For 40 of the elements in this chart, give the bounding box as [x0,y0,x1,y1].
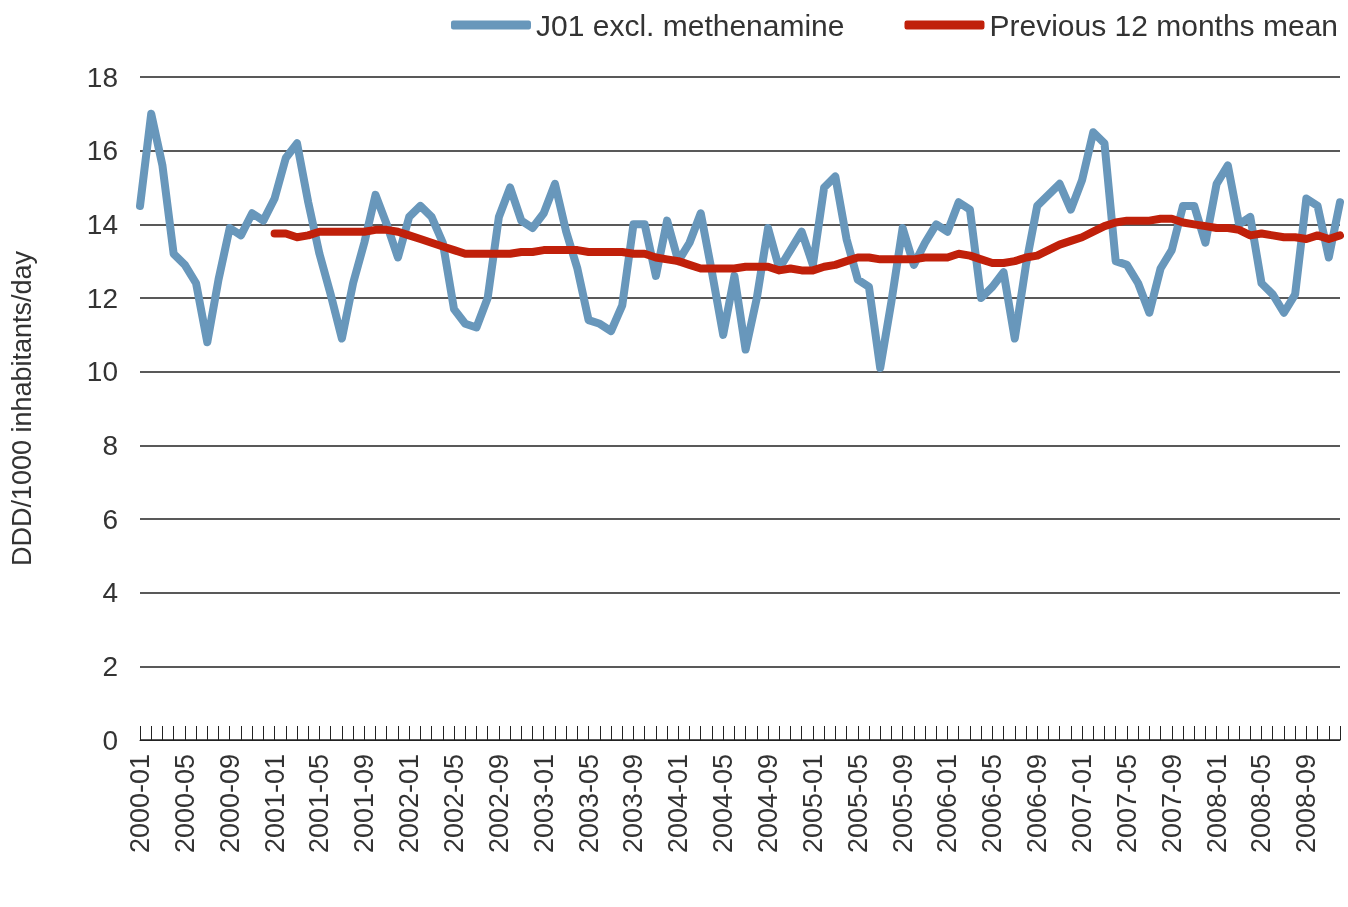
y-tick-label: 6 [102,503,118,535]
x-tick-label: 2002-01 [394,754,425,854]
x-tick-label: 2004-05 [708,754,739,854]
x-tick-label: 2001-01 [259,754,290,854]
x-tick-label: 2003-09 [618,754,649,854]
y-tick-label: 2 [102,650,118,682]
x-tick-label: 2005-01 [797,754,828,854]
x-tick-label: 2004-01 [663,754,694,854]
x-tick-label: 2006-05 [977,754,1008,854]
x-tick-label: 2000-05 [169,754,200,854]
y-tick-label: 10 [86,356,118,388]
x-tick-label: 2006-09 [1022,754,1053,854]
x-tick-label: 2000-01 [125,754,155,854]
x-tick-label: 2001-09 [349,754,380,854]
x-tick-label: 2007-05 [1111,754,1142,854]
y-axis-title: DDD/1000 inhabitants/day [6,250,37,567]
legend-label: Previous 12 months mean [989,8,1338,42]
x-tick-label: 2002-05 [439,754,470,854]
x-tick-label: 2002-09 [483,754,514,854]
x-tick-label: 2003-05 [573,754,604,854]
x-tick-label: 2001-05 [304,754,335,854]
x-tick-label: 2007-09 [1156,754,1187,854]
x-tick-label: 2007-01 [1067,754,1098,854]
x-tick-label: 2008-01 [1201,754,1232,854]
y-tick-label: 8 [102,429,118,461]
y-tick-label: 0 [102,724,118,756]
x-tick-label: 2008-09 [1291,754,1322,854]
y-tick-label: 12 [86,282,118,314]
x-tick-label: 2005-09 [887,754,918,854]
y-tick-label: 18 [86,61,118,93]
x-tick-label: 2005-05 [842,754,873,854]
x-tick-label: 2003-01 [528,754,559,854]
y-tick-label: 14 [86,208,118,240]
x-tick-label: 2000-09 [214,754,245,854]
x-tick-label: 2008-05 [1246,754,1277,854]
x-tick-label: 2006-01 [932,754,963,854]
y-tick-label: 16 [86,135,118,167]
y-tick-label: 4 [102,577,118,609]
x-tick-label: 2004-09 [753,754,784,854]
legend-label: J01 excl. methenamine [535,8,845,42]
